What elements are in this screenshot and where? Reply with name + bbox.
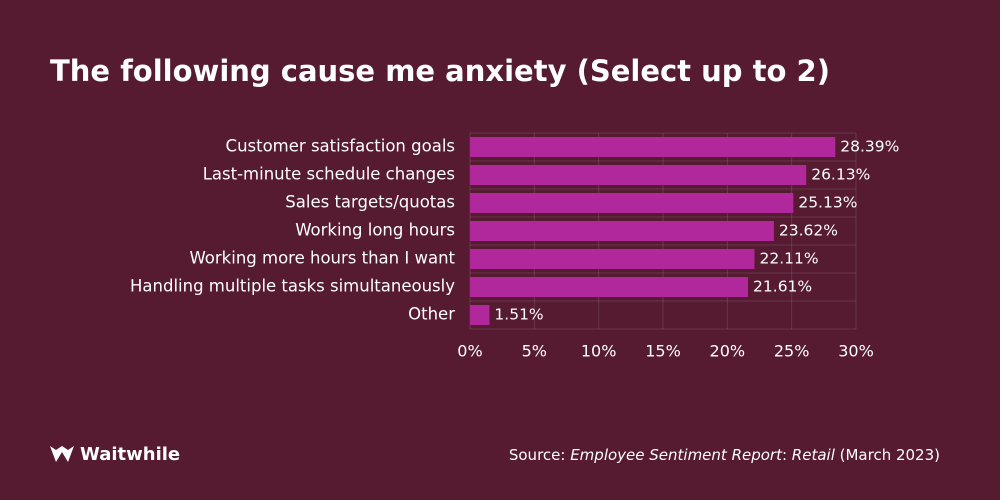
y-tick-label: Sales targets/quotas — [285, 193, 455, 212]
value-label: 23.62% — [779, 222, 838, 240]
y-tick-label: Handling multiple tasks simultaneously — [130, 277, 455, 296]
value-label: 28.39% — [840, 138, 899, 156]
bar — [470, 221, 774, 241]
y-tick-label: Customer satisfaction goals — [226, 137, 455, 156]
source-part: Source: — [509, 446, 570, 464]
logo-icon — [50, 446, 74, 462]
bar — [470, 165, 807, 185]
brand: Waitwhile — [80, 444, 180, 465]
bar — [470, 193, 794, 213]
x-tick-label: 30% — [838, 342, 874, 361]
y-tick-label: Other — [408, 305, 455, 324]
x-tick-label: 5% — [522, 342, 547, 361]
x-tick-label: 10% — [581, 342, 617, 361]
bar — [470, 277, 749, 297]
value-label: 1.51% — [494, 306, 543, 324]
x-tick-label: 15% — [645, 342, 681, 361]
bar — [470, 249, 755, 269]
source-part: : — [782, 446, 792, 464]
chart-title: The following cause me anxiety (Select u… — [50, 54, 830, 88]
y-tick-label: Working long hours — [295, 221, 455, 240]
bar — [470, 137, 836, 157]
x-tick-label: 0% — [457, 342, 482, 361]
bar — [470, 305, 490, 325]
source: Source: Employee Sentiment Report: Retai… — [509, 446, 940, 464]
value-label: 21.61% — [753, 278, 812, 296]
y-tick-label: Last-minute schedule changes — [203, 165, 455, 184]
value-label: 22.11% — [759, 250, 818, 268]
x-tick-label: 20% — [710, 342, 746, 361]
value-label: 26.13% — [811, 166, 870, 184]
source-part: Employee Sentiment Report — [570, 446, 783, 464]
y-tick-label: Working more hours than I want — [189, 249, 455, 268]
source-part: Retail — [792, 446, 836, 464]
x-tick-label: 25% — [774, 342, 810, 361]
source-part: (March 2023) — [835, 446, 940, 464]
value-label: 25.13% — [798, 194, 857, 212]
